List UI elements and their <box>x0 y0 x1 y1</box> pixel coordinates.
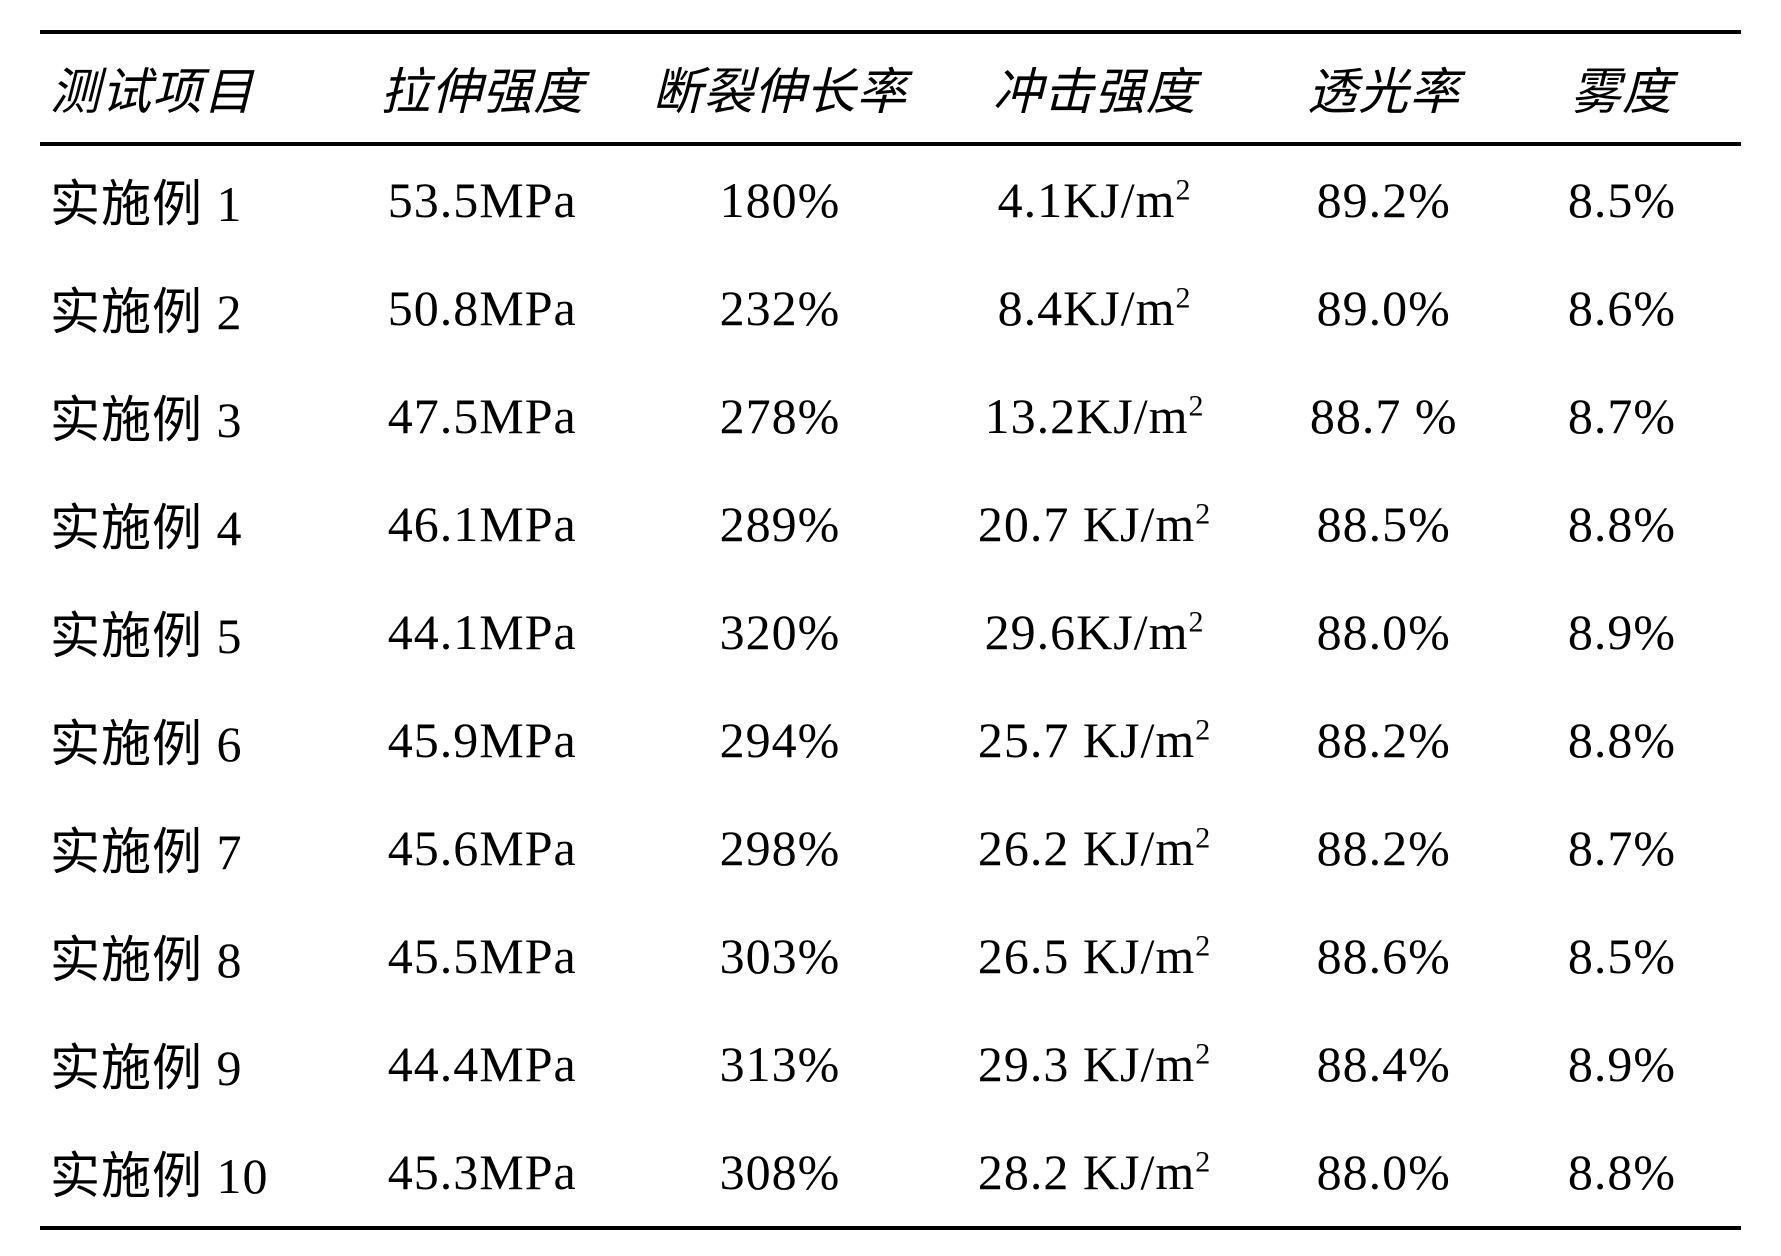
impact-exponent: 2 <box>1195 929 1211 962</box>
table-header-row: 测试项目 拉伸强度 断裂伸长率 冲击强度 透光率 雾度 <box>40 32 1741 144</box>
cell-label: 实施例 4 <box>40 470 329 578</box>
cell-haze: 8.8% <box>1503 1118 1741 1228</box>
cell-tensile: 45.3MPa <box>329 1118 635 1228</box>
impact-exponent: 2 <box>1195 713 1211 746</box>
col-header-test-item: 测试项目 <box>40 32 329 144</box>
cell-tensile: 47.5MPa <box>329 362 635 470</box>
impact-value: 29.6KJ/m <box>985 604 1189 660</box>
cell-trans: 88.7 % <box>1265 362 1503 470</box>
impact-exponent: 2 <box>1189 389 1205 422</box>
cell-label: 实施例 2 <box>40 254 329 362</box>
cell-label: 实施例 8 <box>40 902 329 1010</box>
impact-exponent: 2 <box>1195 821 1211 854</box>
cell-haze: 8.7% <box>1503 362 1741 470</box>
impact-value: 25.7 KJ/m <box>978 712 1195 768</box>
cell-elong: 303% <box>635 902 924 1010</box>
cell-impact: 4.1KJ/m2 <box>924 144 1264 254</box>
page-root: 测试项目 拉伸强度 断裂伸长率 冲击强度 透光率 雾度 实施例 1 53.5MP… <box>0 0 1781 1256</box>
cell-trans: 88.2% <box>1265 794 1503 902</box>
cell-impact: 26.5 KJ/m2 <box>924 902 1264 1010</box>
cell-trans: 88.2% <box>1265 686 1503 794</box>
cell-trans: 89.0% <box>1265 254 1503 362</box>
cell-haze: 8.5% <box>1503 144 1741 254</box>
cell-label: 实施例 10 <box>40 1118 329 1228</box>
impact-value: 20.7 KJ/m <box>978 496 1195 552</box>
table-row: 实施例 10 45.3MPa 308% 28.2 KJ/m2 88.0% 8.8… <box>40 1118 1741 1228</box>
impact-value: 28.2 KJ/m <box>978 1144 1195 1200</box>
cell-impact: 29.6KJ/m2 <box>924 578 1264 686</box>
cell-elong: 308% <box>635 1118 924 1228</box>
table-row: 实施例 1 53.5MPa 180% 4.1KJ/m2 89.2% 8.5% <box>40 144 1741 254</box>
cell-elong: 320% <box>635 578 924 686</box>
impact-exponent: 2 <box>1176 173 1192 206</box>
impact-value: 4.1KJ/m <box>998 172 1176 228</box>
cell-impact: 29.3 KJ/m2 <box>924 1010 1264 1118</box>
table-row: 实施例 4 46.1MPa 289% 20.7 KJ/m2 88.5% 8.8% <box>40 470 1741 578</box>
table-row: 实施例 8 45.5MPa 303% 26.5 KJ/m2 88.6% 8.5% <box>40 902 1741 1010</box>
cell-elong: 313% <box>635 1010 924 1118</box>
cell-elong: 294% <box>635 686 924 794</box>
cell-tensile: 44.4MPa <box>329 1010 635 1118</box>
table-row: 实施例 7 45.6MPa 298% 26.2 KJ/m2 88.2% 8.7% <box>40 794 1741 902</box>
cell-elong: 298% <box>635 794 924 902</box>
cell-impact: 28.2 KJ/m2 <box>924 1118 1264 1228</box>
cell-trans: 88.5% <box>1265 470 1503 578</box>
cell-elong: 289% <box>635 470 924 578</box>
cell-haze: 8.8% <box>1503 686 1741 794</box>
impact-value: 26.5 KJ/m <box>978 928 1195 984</box>
cell-haze: 8.8% <box>1503 470 1741 578</box>
table-row: 实施例 9 44.4MPa 313% 29.3 KJ/m2 88.4% 8.9% <box>40 1010 1741 1118</box>
cell-tensile: 44.1MPa <box>329 578 635 686</box>
col-header-elongation: 断裂伸长率 <box>635 32 924 144</box>
impact-exponent: 2 <box>1176 281 1192 314</box>
cell-haze: 8.9% <box>1503 1010 1741 1118</box>
cell-impact: 25.7 KJ/m2 <box>924 686 1264 794</box>
cell-haze: 8.9% <box>1503 578 1741 686</box>
impact-exponent: 2 <box>1195 1037 1211 1070</box>
cell-tensile: 45.9MPa <box>329 686 635 794</box>
impact-value: 8.4KJ/m <box>998 280 1176 336</box>
cell-label: 实施例 9 <box>40 1010 329 1118</box>
cell-haze: 8.7% <box>1503 794 1741 902</box>
cell-label: 实施例 5 <box>40 578 329 686</box>
col-header-transmit: 透光率 <box>1265 32 1503 144</box>
cell-haze: 8.6% <box>1503 254 1741 362</box>
table-row: 实施例 5 44.1MPa 320% 29.6KJ/m2 88.0% 8.9% <box>40 578 1741 686</box>
col-header-haze: 雾度 <box>1503 32 1741 144</box>
table-row: 实施例 6 45.9MPa 294% 25.7 KJ/m2 88.2% 8.8% <box>40 686 1741 794</box>
impact-exponent: 2 <box>1195 1145 1211 1178</box>
impact-exponent: 2 <box>1195 497 1211 530</box>
cell-tensile: 53.5MPa <box>329 144 635 254</box>
cell-elong: 180% <box>635 144 924 254</box>
table-row: 实施例 2 50.8MPa 232% 8.4KJ/m2 89.0% 8.6% <box>40 254 1741 362</box>
impact-value: 13.2KJ/m <box>985 388 1189 444</box>
impact-value: 26.2 KJ/m <box>978 820 1195 876</box>
col-header-impact: 冲击强度 <box>924 32 1264 144</box>
cell-trans: 88.6% <box>1265 902 1503 1010</box>
cell-tensile: 45.6MPa <box>329 794 635 902</box>
cell-trans: 89.2% <box>1265 144 1503 254</box>
cell-tensile: 46.1MPa <box>329 470 635 578</box>
impact-exponent: 2 <box>1189 605 1205 638</box>
cell-trans: 88.0% <box>1265 1118 1503 1228</box>
table-row: 实施例 3 47.5MPa 278% 13.2KJ/m2 88.7 % 8.7% <box>40 362 1741 470</box>
cell-trans: 88.0% <box>1265 578 1503 686</box>
cell-trans: 88.4% <box>1265 1010 1503 1118</box>
col-header-tensile: 拉伸强度 <box>329 32 635 144</box>
cell-impact: 13.2KJ/m2 <box>924 362 1264 470</box>
cell-impact: 8.4KJ/m2 <box>924 254 1264 362</box>
cell-label: 实施例 6 <box>40 686 329 794</box>
impact-value: 29.3 KJ/m <box>978 1036 1195 1092</box>
cell-elong: 278% <box>635 362 924 470</box>
cell-label: 实施例 1 <box>40 144 329 254</box>
data-table: 测试项目 拉伸强度 断裂伸长率 冲击强度 透光率 雾度 实施例 1 53.5MP… <box>40 30 1741 1230</box>
cell-elong: 232% <box>635 254 924 362</box>
cell-impact: 26.2 KJ/m2 <box>924 794 1264 902</box>
cell-impact: 20.7 KJ/m2 <box>924 470 1264 578</box>
cell-haze: 8.5% <box>1503 902 1741 1010</box>
cell-tensile: 45.5MPa <box>329 902 635 1010</box>
cell-label: 实施例 3 <box>40 362 329 470</box>
cell-label: 实施例 7 <box>40 794 329 902</box>
cell-tensile: 50.8MPa <box>329 254 635 362</box>
